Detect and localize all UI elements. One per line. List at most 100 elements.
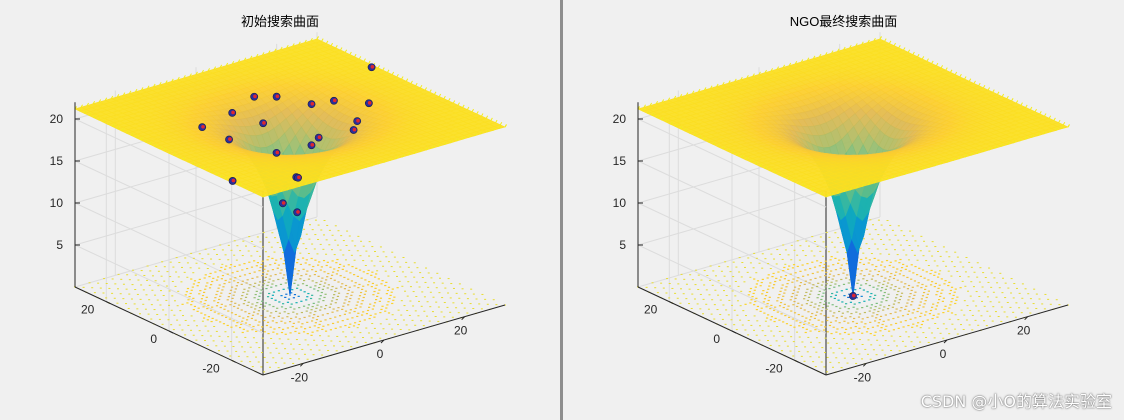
contour-mark (391, 314, 394, 316)
contour-mark (881, 261, 884, 263)
contour-mark (819, 276, 822, 278)
contour-mark (266, 361, 269, 363)
contour-mark (811, 272, 814, 275)
contour-mark (306, 358, 309, 360)
contour-mark (889, 287, 892, 289)
contour-mark (850, 338, 853, 340)
contour-mark (858, 327, 861, 329)
contour-mark (347, 341, 350, 343)
contour-mark (816, 285, 819, 288)
contour-mark (142, 289, 145, 291)
contour-mark (312, 354, 315, 356)
contour-mark (263, 279, 266, 282)
contour-mark (253, 271, 256, 273)
contour-mark (190, 252, 193, 254)
contour-mark (272, 357, 275, 359)
contour-mark (190, 304, 193, 306)
contour-mark (391, 288, 394, 290)
contour-mark (262, 231, 265, 233)
contour-mark (344, 310, 348, 312)
mesh-tick (256, 53, 259, 57)
search-point (349, 126, 358, 134)
contour-mark (156, 313, 159, 315)
contour-mark (1000, 306, 1003, 308)
contour-mark (370, 274, 373, 276)
contour-mark (933, 337, 936, 339)
contour-mark (824, 326, 827, 328)
contour-mark (213, 249, 216, 251)
contour-mark (928, 250, 931, 252)
contour-mark (231, 272, 234, 274)
contour-mark (251, 277, 254, 279)
contour-mark (311, 280, 314, 282)
mesh-tick (335, 45, 338, 49)
contour-mark (407, 266, 410, 268)
contour-mark (329, 277, 333, 280)
contour-mark (147, 313, 150, 315)
contour-mark (861, 332, 864, 334)
contour-mark (351, 291, 354, 293)
contour-mark (888, 304, 891, 307)
contour-mark (810, 250, 813, 252)
contour-mark (305, 310, 308, 312)
contour-mark (783, 292, 786, 294)
contour-mark (349, 309, 352, 311)
contour-mark (365, 327, 368, 329)
contour-mark (232, 320, 235, 322)
contour-mark (841, 352, 844, 354)
contour-mark (199, 301, 202, 303)
contour-mark (985, 325, 988, 327)
contour-mark (936, 327, 939, 329)
contour-mark (350, 346, 353, 348)
contour-mark (811, 312, 814, 315)
mesh-tick (201, 165, 204, 169)
contour-mark (449, 297, 452, 299)
contour-mark (896, 279, 899, 281)
contour-mark (806, 274, 810, 276)
contour-mark (886, 271, 889, 273)
contour-mark (313, 248, 316, 250)
panel-divider[interactable] (560, 0, 563, 420)
contour-mark (292, 362, 295, 364)
contour-mark (120, 278, 123, 280)
mesh-tick (231, 61, 235, 65)
contour-mark (220, 266, 223, 269)
contour-mark (277, 264, 280, 266)
contour-mark (997, 316, 1000, 318)
contour-mark (331, 285, 334, 288)
contour-mark (164, 314, 167, 316)
contour-mark (724, 261, 727, 263)
contour-mark (992, 291, 995, 293)
contour-mark (443, 316, 446, 318)
contour-mark (872, 297, 876, 300)
contour-mark (273, 251, 276, 253)
mesh-tick (304, 182, 308, 186)
contour-mark (367, 332, 370, 334)
contour-mark (379, 260, 382, 262)
contour-mark (938, 284, 941, 286)
contour-mark (778, 293, 781, 296)
contour-mark (259, 329, 263, 331)
contour-mark (783, 266, 786, 269)
contour-mark (249, 361, 252, 363)
contour-mark (919, 327, 922, 329)
contour-mark (423, 296, 426, 298)
contour-mark (838, 310, 841, 313)
contour-mark (848, 293, 851, 295)
contour-mark (156, 299, 159, 301)
mesh-tick (104, 97, 108, 101)
contour-mark (330, 300, 334, 302)
contour-mark (408, 314, 411, 316)
contour-mark (835, 317, 839, 319)
contour-mark (814, 329, 817, 331)
contour-mark (706, 274, 709, 276)
contour-mark (318, 349, 321, 351)
contour-mark (302, 305, 306, 307)
contour-mark (215, 253, 218, 255)
contour-mark (872, 349, 875, 351)
contour-mark (948, 307, 951, 309)
contour-mark (275, 310, 278, 313)
contour-mark (802, 250, 805, 252)
contour-mark (173, 314, 176, 316)
contour-mark (799, 322, 802, 324)
